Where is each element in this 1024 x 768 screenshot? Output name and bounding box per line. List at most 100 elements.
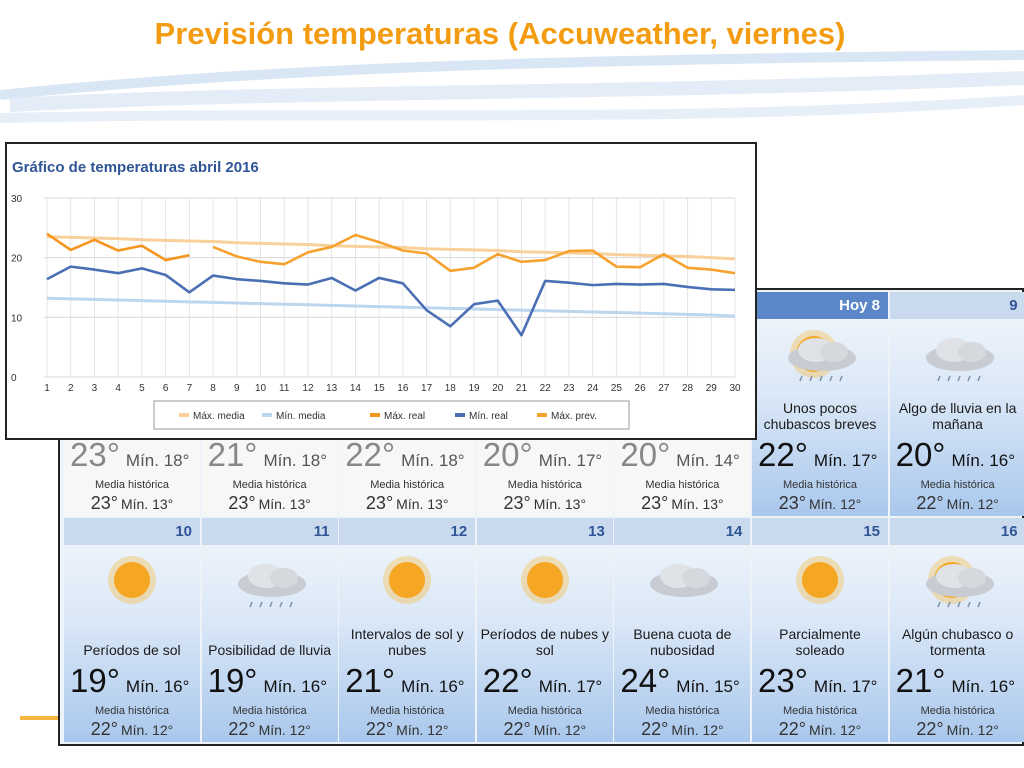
condition: Unos pocos chubascos breves xyxy=(763,400,877,432)
weather-icon xyxy=(925,556,994,608)
x-tick-label: 25 xyxy=(611,383,623,394)
x-tick-label: 19 xyxy=(468,383,480,394)
hist-min: Mín. 12° xyxy=(946,496,999,512)
weather-icon xyxy=(650,564,719,597)
hist-max: 22° xyxy=(778,719,806,739)
day-header: 13 xyxy=(476,518,613,545)
hist-max: 23° xyxy=(90,493,118,513)
hist-min: Mín. 13° xyxy=(120,496,174,512)
min-temp: Mín. 17° xyxy=(538,677,603,696)
min-temp: Mín. 18° xyxy=(263,451,328,470)
day-header: 9 xyxy=(889,292,1024,319)
y-tick-label: 10 xyxy=(11,313,23,324)
hist-min: Mín. 12° xyxy=(946,722,999,738)
hist-temps: 22° Mín. 12° xyxy=(890,719,1024,740)
min-temp: Mín. 16° xyxy=(125,677,190,696)
hist-min: Mín. 12° xyxy=(671,722,724,738)
min-temp: Mín. 16° xyxy=(401,677,465,696)
max-temp: 21° xyxy=(345,662,396,699)
hist-max: 23° xyxy=(778,493,806,513)
max-temp: 20° xyxy=(895,436,946,473)
temperature: 19° Mín. 16° xyxy=(70,662,189,700)
hist-max: 23° xyxy=(365,493,394,513)
hist-temps: 23° Mín. 13° xyxy=(477,493,613,514)
hist-temps: 22° Mín. 12° xyxy=(202,719,338,740)
min-temp: Mín. 18° xyxy=(125,451,190,470)
forecast-cell: 15 Parcialmente soleado 23° Mín. 17° Media h… xyxy=(752,518,888,742)
day-header: 14 xyxy=(614,518,751,545)
hist-max: 22° xyxy=(365,719,394,739)
temperature: 21° Mín. 16° xyxy=(345,662,464,700)
chart-title: Gráfico de temperaturas abril 2016 xyxy=(12,159,259,176)
hist-label: Media histórica xyxy=(920,479,995,491)
weather-icon xyxy=(796,556,844,604)
x-tick-label: 9 xyxy=(234,383,240,394)
x-tick-label: 26 xyxy=(635,383,647,394)
hist-min: Mín. 13° xyxy=(671,496,724,512)
forecast-cell: 10 Períodos de sol 19° Mín. 16° Media histór… xyxy=(64,518,200,742)
max-temp: 23° xyxy=(70,436,120,473)
hist-temps: 23° Mín. 13° xyxy=(339,493,475,514)
hist-min: Mín. 13° xyxy=(396,496,449,512)
hist-temps: 22° Mín. 12° xyxy=(614,719,750,740)
max-temp: 20° xyxy=(482,436,533,473)
y-tick-label: 20 xyxy=(11,254,23,265)
min-temp: Mín. 16° xyxy=(263,677,328,696)
forecast-cell: 9 Algo de lluvia en la mañana 20° Mín. 16° M… xyxy=(889,292,1024,516)
temperature: 20° Mín. 14° xyxy=(620,436,739,474)
weather-icon xyxy=(108,556,156,604)
forecast-cell: 11 Posibilidad de lluvia 19° Mín. 16° Media … xyxy=(201,518,338,742)
x-tick-label: 6 xyxy=(163,383,169,394)
hist-label: Media histórica xyxy=(232,479,307,491)
max-temp: 21° xyxy=(207,436,258,473)
condition: Buena cuota de nubosidad xyxy=(633,626,732,658)
hist-label: Media histórica xyxy=(645,479,720,491)
legend-label: Máx. media xyxy=(193,411,245,422)
x-tick-label: 7 xyxy=(187,383,193,394)
x-tick-label: 15 xyxy=(374,383,386,394)
hist-min: Mín. 12° xyxy=(808,722,862,738)
hist-min: Mín. 12° xyxy=(396,722,449,738)
hist-temps: 22° Mín. 12° xyxy=(890,493,1024,514)
x-tick-label: 2 xyxy=(68,383,74,394)
weather-icon xyxy=(788,330,856,382)
chart: Gráfico de temperaturas abril 2016 0 10 20… xyxy=(11,159,741,430)
min-temp: Mín. 16° xyxy=(951,451,1016,470)
hist-max: 22° xyxy=(228,719,256,739)
series-line xyxy=(46,265,736,337)
day-header: 10 xyxy=(64,518,200,545)
series-line xyxy=(212,233,736,275)
day-header: 12 xyxy=(339,518,476,545)
condition: Parcialmente soleado xyxy=(779,626,861,658)
series-line xyxy=(46,296,736,318)
min-temp: Mín. 17° xyxy=(813,451,878,470)
hist-label: Media histórica xyxy=(920,705,995,717)
weather-icon xyxy=(237,564,306,608)
max-temp: 22° xyxy=(482,662,533,699)
x-tick-label: 17 xyxy=(421,383,433,394)
min-temp: Mín. 17° xyxy=(813,677,878,696)
temperature: 20° Mín. 16° xyxy=(896,436,1015,474)
forecast-cell: 14 Buena cuota de nubosidad 24° Mín. 15° Med… xyxy=(614,518,751,742)
temperature: 21° Mín. 16° xyxy=(896,662,1015,700)
x-tick-label: 13 xyxy=(326,383,338,394)
max-temp: 19° xyxy=(70,662,120,699)
max-temp: 23° xyxy=(758,662,808,699)
hist-temps: 22° Mín. 12° xyxy=(64,719,200,740)
hist-min: Mín. 12° xyxy=(533,722,587,738)
max-temp: 20° xyxy=(620,436,671,473)
x-tick-label: 5 xyxy=(139,383,145,394)
hist-min: Mín. 12° xyxy=(258,722,311,738)
min-temp: Mín. 17° xyxy=(538,451,603,470)
hist-temps: 22° Mín. 12° xyxy=(339,719,475,740)
x-tick-label: 24 xyxy=(587,383,599,394)
hist-min: Mín. 13° xyxy=(533,496,587,512)
series-line xyxy=(46,232,190,262)
x-tick-label: 23 xyxy=(563,383,575,394)
hist-max: 22° xyxy=(90,719,118,739)
condition: Posibilidad de lluvia xyxy=(208,642,332,658)
y-tick-label: 30 xyxy=(11,194,23,205)
day-header: Hoy 8 xyxy=(752,292,888,319)
